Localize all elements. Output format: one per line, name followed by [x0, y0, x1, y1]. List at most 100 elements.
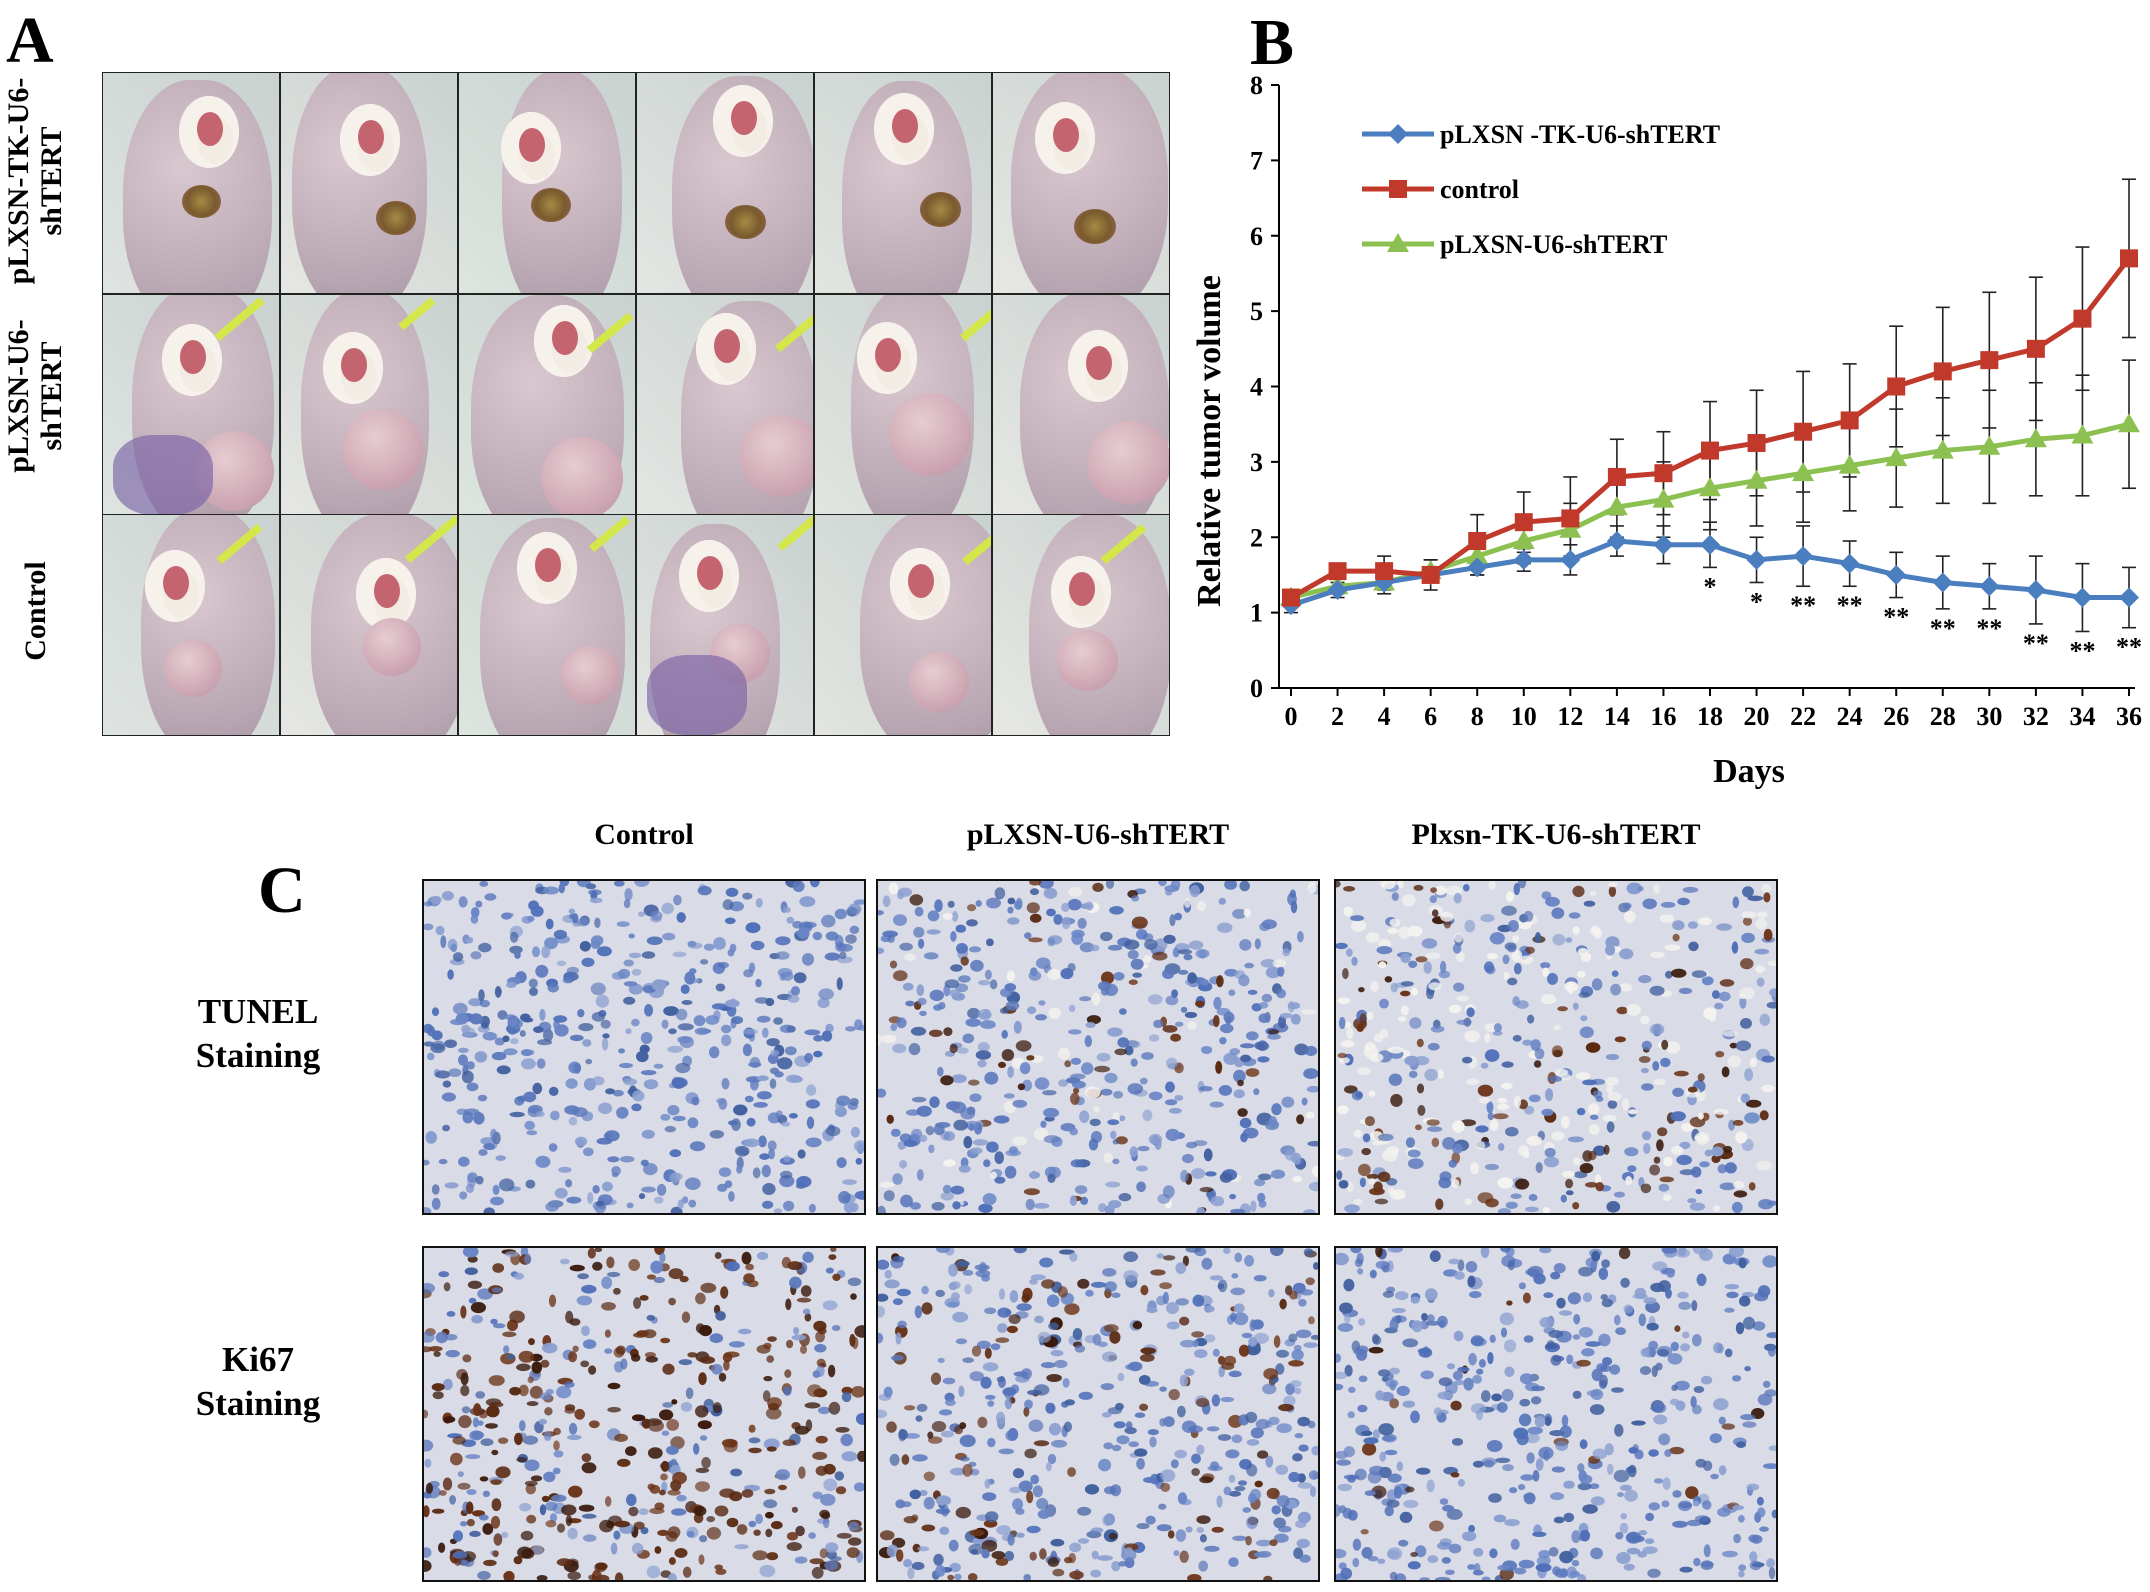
- x-tick-label: 18: [1697, 702, 1723, 731]
- data-point: [1605, 496, 1628, 516]
- data-point: [1700, 534, 1720, 555]
- x-tick-label: 30: [1976, 702, 2002, 731]
- data-point: [1328, 562, 1347, 581]
- y-axis-label: Relative tumor volume: [1191, 275, 1228, 607]
- x-tick-label: 12: [1557, 702, 1583, 731]
- x-tick-label: 20: [1744, 702, 1770, 731]
- micrograph-texture: [1336, 881, 1776, 1213]
- data-point: [1421, 565, 1440, 584]
- stain-label-line: Ki67: [222, 1340, 294, 1379]
- mouse-photo: [636, 514, 814, 736]
- mouse-photo: [458, 72, 636, 294]
- row-label-line: shTERT: [35, 341, 68, 451]
- x-tick-label: 14: [1604, 702, 1630, 731]
- stain-label-line: Staining: [195, 1384, 321, 1423]
- data-point: [1792, 462, 1815, 482]
- y-tick-label: 1: [1250, 599, 1263, 628]
- col-header-control: Control: [594, 818, 694, 851]
- data-point: [1389, 180, 1407, 198]
- data-point: [1282, 588, 1300, 607]
- mouse-photo: [458, 514, 636, 736]
- data-point: [2073, 309, 2092, 328]
- y-tick-label: 6: [1250, 222, 1263, 251]
- histology-micrograph: [422, 879, 866, 1215]
- mouse-photo: [814, 294, 992, 516]
- data-point: [1560, 549, 1581, 570]
- significance-mark: **: [1930, 614, 1956, 643]
- data-point: [1513, 549, 1534, 570]
- data-point: [1701, 441, 1719, 460]
- micrograph-texture: [878, 1248, 1318, 1580]
- data-point: [1886, 564, 1907, 585]
- y-tick-label: 5: [1250, 297, 1263, 326]
- row-label-line: Control: [18, 561, 52, 661]
- data-point: [1794, 422, 1813, 441]
- data-point: [1388, 124, 1408, 144]
- x-tick-label: 26: [1883, 702, 1909, 731]
- y-tick-label: 0: [1250, 674, 1263, 703]
- significance-mark: **: [2023, 629, 2049, 658]
- y-tick-label: 8: [1250, 71, 1263, 100]
- data-point: [1887, 377, 1906, 396]
- data-point: [1652, 488, 1675, 508]
- x-tick-label: 32: [2023, 702, 2049, 731]
- y-tick-label: 2: [1250, 523, 1263, 552]
- row-label-ki67: Ki67 Staining: [138, 1338, 378, 1426]
- panel-a-label: A: [6, 4, 54, 77]
- data-point: [1885, 447, 1908, 467]
- data-point: [1793, 546, 1814, 567]
- row-label-control: Control: [5, 481, 65, 741]
- significance-mark: **: [1976, 614, 2002, 643]
- micrograph-texture: [424, 1248, 864, 1580]
- row-label-tunel: TUNEL Staining: [138, 990, 378, 1078]
- mouse-photo: [992, 294, 1170, 516]
- data-point: [1561, 509, 1580, 528]
- histology-micrograph: [1334, 1246, 1778, 1582]
- data-point: [1980, 351, 1999, 370]
- data-point: [1840, 411, 1859, 430]
- col-header-u6-shtert: pLXSN-U6-shTERT: [966, 818, 1230, 851]
- mouse-photo: [280, 72, 458, 294]
- y-tick-label: 4: [1250, 373, 1263, 402]
- data-point: [1979, 576, 2000, 597]
- mouse-photo: [280, 514, 458, 736]
- significance-mark: **: [1837, 591, 1863, 620]
- data-point: [1467, 557, 1488, 578]
- data-point: [2072, 587, 2093, 608]
- data-point: [1654, 464, 1673, 483]
- data-point: [1931, 439, 1954, 459]
- data-point: [2120, 249, 2138, 268]
- data-point: [2025, 580, 2046, 601]
- x-tick-label: 24: [1837, 702, 1863, 731]
- data-point: [1839, 553, 1860, 574]
- significance-mark: **: [1883, 603, 1909, 632]
- mouse-photo: [992, 72, 1170, 294]
- row-label-line: pLXSN-U6-: [2, 319, 35, 473]
- significance-mark: **: [1790, 591, 1816, 620]
- y-tick-label: 3: [1250, 448, 1263, 477]
- significance-mark: *: [1704, 572, 1717, 601]
- x-tick-label: 4: [1378, 702, 1391, 731]
- mouse-photo: [814, 514, 992, 736]
- legend-label: control: [1440, 175, 1519, 204]
- data-point: [2026, 339, 2045, 358]
- data-point: [1327, 580, 1348, 601]
- y-tick-label: 7: [1250, 146, 1263, 175]
- significance-mark: **: [2069, 636, 2095, 665]
- mouse-photo: [102, 514, 280, 736]
- data-point: [1699, 477, 1721, 497]
- mouse-photo: [458, 294, 636, 516]
- row-label-line: shTERT: [35, 126, 68, 236]
- mouse-photo: [102, 294, 280, 516]
- data-point: [1745, 469, 1768, 489]
- micrograph-texture: [1336, 1248, 1776, 1580]
- data-point: [2119, 587, 2139, 608]
- mouse-photo: [636, 72, 814, 294]
- x-tick-label: 16: [1650, 702, 1676, 731]
- data-point: [1978, 435, 2001, 455]
- micrograph-texture: [424, 881, 864, 1213]
- data-point: [1512, 530, 1535, 550]
- significance-mark: *: [1750, 587, 1763, 616]
- x-tick-label: 2: [1331, 702, 1344, 731]
